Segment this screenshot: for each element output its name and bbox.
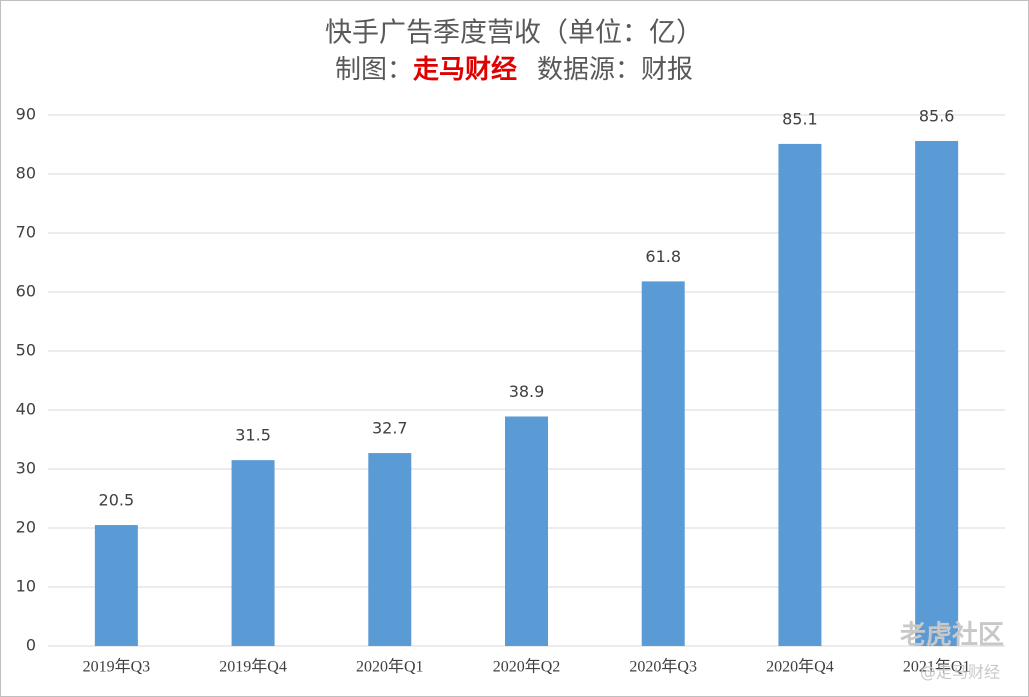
subtitle-label: 制图： (335, 55, 413, 85)
y-tick-label: 40 (16, 400, 36, 419)
y-tick-label: 10 (16, 577, 36, 596)
data-label: 61.8 (645, 247, 681, 266)
x-tick-label: 2019年Q3 (83, 658, 151, 676)
data-label: 32.7 (372, 419, 408, 438)
bar (915, 140, 959, 646)
bar (505, 416, 548, 646)
y-tick-label: 60 (16, 282, 36, 301)
subtitle-source: 数据源：财报 (537, 55, 693, 85)
y-tick-label: 30 (16, 459, 36, 478)
bar (368, 453, 412, 646)
data-label: 31.5 (235, 426, 271, 445)
watermark: 老虎社区 (900, 620, 1004, 651)
data-label: 38.9 (509, 382, 545, 401)
data-label: 85.1 (782, 109, 818, 128)
x-tick-label: 2019年Q4 (219, 658, 287, 676)
subtitle-author: 走马财经 (413, 54, 517, 85)
y-tick-label: 20 (16, 518, 36, 537)
watermark-sub: @走马财经 (920, 663, 1000, 682)
bar (778, 143, 822, 646)
x-tick-label: 2021年Q1 (903, 658, 971, 676)
y-tick-label: 0 (26, 636, 36, 655)
x-tick-label: 2020年Q3 (629, 658, 697, 676)
y-tick-label: 50 (16, 341, 36, 360)
bar (641, 281, 685, 646)
y-tick-label: 80 (16, 164, 36, 183)
y-tick-label: 70 (16, 223, 36, 242)
y-tick-label: 90 (16, 105, 36, 124)
data-label: 85.6 (919, 106, 955, 125)
chart-subtitle: 制图：走马财经 数据源：财报 (335, 54, 693, 85)
x-tick-label: 2020年Q2 (493, 658, 561, 676)
chart-title: 快手广告季度营收（单位：亿） (325, 18, 703, 49)
bar (231, 460, 275, 646)
x-tick-label: 2020年Q4 (766, 658, 834, 676)
plot-area: 0 10 20 30 40 50 60 70 80 90 2019年Q3 20.5 2019年Q4 31.… (16, 105, 1005, 676)
data-label: 20.5 (99, 491, 135, 510)
x-tick-label: 2020年Q1 (356, 658, 424, 676)
bar (94, 525, 138, 646)
